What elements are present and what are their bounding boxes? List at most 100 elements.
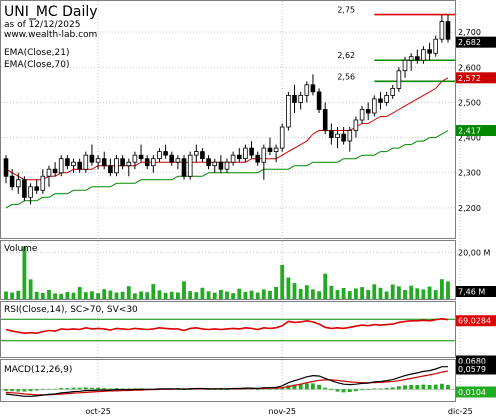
macd-histogram-bar [40,389,45,390]
candle-body [65,158,70,167]
candle-body [236,154,242,160]
macd-histogram-bar [421,384,426,390]
volume-bar [323,273,328,299]
last-close-label: 2,682 [458,38,481,47]
level-label: 2,56 [337,72,355,81]
volume-bar [59,293,64,299]
candle-body [427,49,432,54]
candle-body [335,133,340,139]
macd-histogram-bar [280,387,285,390]
volume-bar [176,292,180,299]
macd-histogram-bar [323,387,328,390]
macd-histogram-bar [47,388,51,390]
candle-body [433,38,438,54]
ema21-value-label-tag [456,72,496,84]
volume-bar [188,291,193,299]
candle-body [101,158,107,167]
candle-body [292,95,297,103]
grid-lines [1,1,461,402]
volume-bar [403,289,407,299]
volume-bar [22,246,27,299]
volume-bar [53,293,57,299]
volume-bar [83,292,88,299]
volume-bar [139,291,143,299]
volume-bar [304,285,309,299]
volume-bar [366,289,371,299]
candle-body [150,158,156,167]
macd-histogram-bar [390,387,395,390]
macd-histogram-bar [298,383,303,390]
volume-bar [378,287,383,299]
candle-body [329,130,334,138]
volume-bar [47,289,51,299]
candle-body [126,161,132,167]
macd-histogram-bar [90,387,94,390]
macd-histogram-bar [341,389,346,393]
volume-bar [133,293,137,299]
candle-body [322,109,328,132]
macd-histogram-bar [225,389,229,390]
candle-body [212,161,218,167]
volume-bar [34,291,39,299]
volume-tick-label: 20,00 M [458,248,490,257]
candle-body [261,147,267,163]
ema70-value-label: 2,417 [458,127,481,136]
volume-bar [10,292,14,299]
candle-body [52,168,58,174]
candle-body [384,95,389,103]
macd-histogram-bar [22,389,27,392]
volume-bar [4,291,8,299]
candle-body [255,154,261,163]
volume-bar [354,288,358,299]
volume-last-label-tag [456,286,496,297]
volume-bar [71,292,76,299]
candle-body [157,151,162,160]
candle-body [218,161,224,170]
macd-histogram-bar [311,383,315,390]
macd-histogram-bar [126,388,131,390]
volume-bar [390,284,395,299]
candle-body [390,88,395,96]
volume-bar [298,289,303,299]
axis-labels: oct-25 nov-25 dic-25 2,200 2,300 2,400 2,500 2,… [85,28,496,416]
volume-bar [108,290,113,299]
candle-body [15,179,21,188]
macd-histogram-bar [59,388,64,390]
date-label: as of 12/12/2025 [4,20,80,30]
candle-body [187,154,193,177]
volume-bar [77,287,82,299]
candle-body [120,158,125,167]
volume-bar [237,288,242,299]
rsi-layer [1,317,455,342]
volume-bar [145,292,150,299]
macd-histogram-bar [366,389,371,390]
candle-body [402,59,408,72]
candle-body [181,158,187,177]
macd-histogram-bar [83,387,88,390]
volume-bar [415,288,420,299]
macd-histogram-bar [446,385,450,390]
y-tick-label: 2,200 [458,204,481,213]
macd-histogram-bar [102,388,107,390]
candle-body [132,154,138,163]
volume-bar [335,290,340,299]
volume-bar [360,287,364,299]
macd-histogram-bar [335,389,340,392]
price-panel [0,0,456,239]
macd-histogram-bar [243,388,248,390]
candle-body [341,133,346,142]
macd-histogram-bar [34,389,39,391]
macd-value-label-tag [456,363,496,375]
volume-bar [311,289,315,299]
candle-body [206,158,211,167]
macd-histogram-bar [53,388,57,390]
volume-bar [317,291,321,299]
candle-body [445,21,451,40]
y-tick-label: 2,700 [458,28,481,37]
candles [3,14,451,205]
rsi-last-label-tag [456,315,496,327]
rsi-title: RSI(Close,14), SC>70, SV<30 [4,305,138,315]
volume-bar [347,291,352,299]
macd-layer [1,366,455,397]
volume-bar [249,290,254,299]
